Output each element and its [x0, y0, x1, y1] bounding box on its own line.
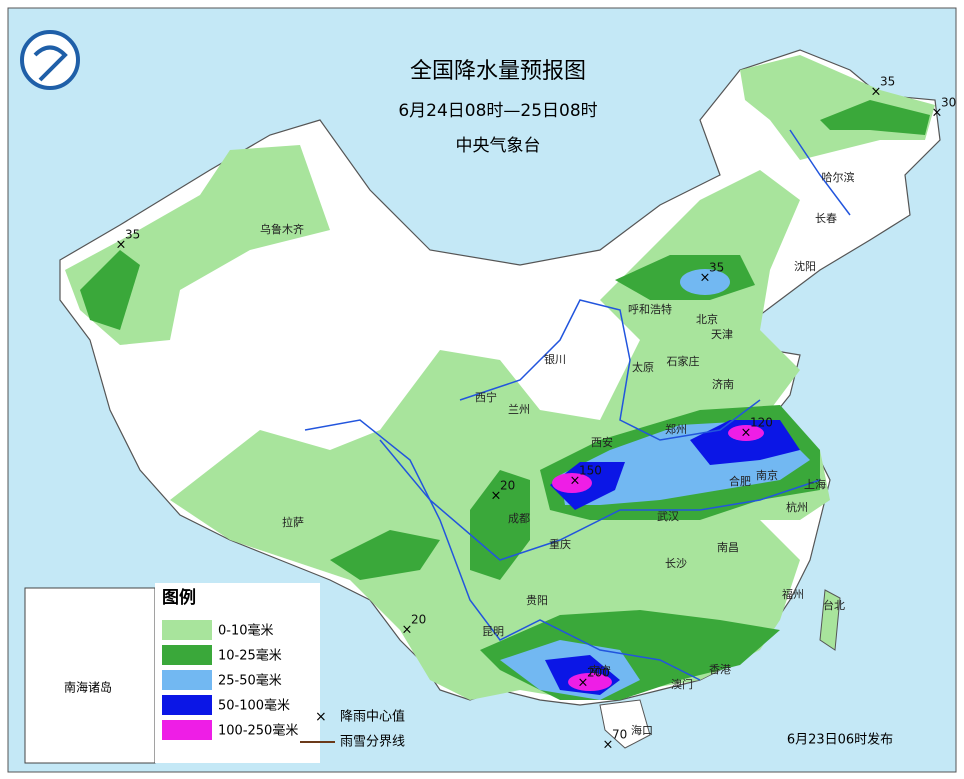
- legend-swatch: [162, 620, 212, 640]
- city-label: 拉萨: [282, 515, 304, 529]
- river: [459, 299, 761, 441]
- city-label: 西宁: [475, 390, 497, 404]
- legend-label: 25-50毫米: [218, 673, 282, 689]
- river: [304, 419, 701, 681]
- center-marker: ×: [570, 474, 581, 489]
- city-label: 南宁: [589, 663, 611, 677]
- issuer: 中央气象台: [456, 136, 541, 156]
- center-value: 30: [941, 96, 956, 110]
- city-label: 贵阳: [526, 594, 548, 607]
- cities: 乌鲁木齐拉萨西宁兰州银川呼和浩特北京天津石家庄太原济南郑州西安成都重庆武汉合肥南…: [260, 170, 855, 737]
- rain-25-50: [680, 269, 730, 295]
- legend-swatch: [162, 720, 212, 740]
- city-label: 哈尔滨: [822, 170, 855, 184]
- legend-swatch: [162, 670, 212, 690]
- city-label: 香港: [709, 663, 731, 676]
- rain-100-250: [552, 473, 592, 493]
- period: 6月24日08时—25日08时: [398, 101, 597, 121]
- logo: [20, 30, 80, 90]
- rain-0-10: [170, 170, 830, 700]
- city-label: 长春: [815, 212, 837, 225]
- city-label: 呼和浩特: [628, 302, 672, 316]
- center-marker: ×: [603, 738, 614, 753]
- city-label: 昆明: [482, 625, 504, 638]
- rain-50-100: [690, 420, 800, 465]
- city-label: 南昌: [717, 541, 739, 554]
- city-label: 乌鲁木齐: [260, 222, 304, 236]
- city-label: 重庆: [549, 537, 571, 551]
- center-value: 200: [587, 666, 610, 680]
- title: 全国降水量预报图: [410, 59, 586, 84]
- legend-title: 图例: [162, 587, 196, 608]
- logo-mark: [33, 45, 68, 82]
- center-symbol: ×: [315, 709, 327, 725]
- center-value: 35: [880, 75, 895, 89]
- center-value: 35: [125, 228, 140, 242]
- city-label: 银川: [544, 352, 566, 366]
- city-label: 海口: [631, 723, 653, 737]
- rain-10-25: [80, 250, 140, 330]
- rain-100-250: [568, 673, 612, 691]
- city-label: 上海: [804, 477, 826, 491]
- city-label: 天津: [711, 328, 733, 341]
- issued-time: 6月23日06时发布: [787, 732, 893, 748]
- center-marker: ×: [871, 85, 882, 100]
- city-label: 合肥: [729, 474, 751, 488]
- rain-centers: ×35×35×30×35×120×150×20×20×200×70: [116, 75, 957, 753]
- inset-map: [24, 587, 156, 764]
- city-label: 长沙: [665, 557, 687, 570]
- center-marker: ×: [491, 489, 502, 504]
- legend-swatch: [162, 645, 212, 665]
- city-label: 太原: [632, 361, 654, 374]
- legend-items: 0-10毫米 10-25毫米 25-50毫米 50-100毫米 100-250毫米: [162, 620, 298, 740]
- rain-0-10: [740, 55, 935, 160]
- city-label: 济南: [712, 377, 734, 391]
- city-label: 台北: [823, 598, 845, 612]
- hainan: [599, 699, 651, 749]
- river: [789, 129, 851, 216]
- center-value: 120: [750, 416, 773, 430]
- city-label: 北京: [696, 312, 718, 326]
- rain-10-25: [470, 470, 530, 580]
- city-label: 成都: [508, 512, 530, 525]
- center-label: 降雨中心值: [340, 709, 405, 725]
- center-marker: ×: [402, 623, 413, 638]
- rain-10-25: [330, 530, 440, 580]
- taiwan: [819, 589, 841, 651]
- center-marker: ×: [700, 271, 711, 286]
- legend-label: 50-100毫米: [218, 698, 290, 714]
- city-label: 武汉: [657, 510, 679, 523]
- city-label: 石家庄: [667, 354, 700, 368]
- center-value: 35: [709, 261, 724, 275]
- city-label: 杭州: [786, 500, 808, 514]
- legend-label: 100-250毫米: [218, 723, 298, 739]
- center-marker: ×: [741, 426, 752, 441]
- legend-swatch: [162, 695, 212, 715]
- center-value: 20: [500, 479, 515, 493]
- rain-100-250: [728, 425, 764, 441]
- river: [379, 439, 821, 561]
- city-label: 南京: [756, 468, 778, 482]
- inset-label: 南海诸岛: [64, 680, 112, 695]
- city-label: 澳门: [671, 677, 693, 691]
- center-value: 20: [411, 613, 426, 627]
- city-label: 兰州: [508, 403, 530, 416]
- center-marker: ×: [932, 106, 943, 121]
- city-label: 沈阳: [794, 259, 816, 273]
- legend-label: 0-10毫米: [218, 623, 274, 639]
- snow-line-label: 雨雪分界线: [340, 735, 405, 750]
- city-label: 福州: [782, 587, 804, 601]
- center-value: 150: [579, 464, 602, 478]
- rain-0-10: [65, 145, 330, 345]
- center-marker: ×: [578, 676, 589, 691]
- city-label: 郑州: [665, 422, 687, 436]
- legend-label: 10-25毫米: [218, 648, 282, 664]
- center-value: 70: [612, 728, 627, 742]
- center-marker: ×: [116, 238, 127, 253]
- city-label: 西安: [591, 435, 613, 449]
- rain-10-25: [820, 100, 930, 135]
